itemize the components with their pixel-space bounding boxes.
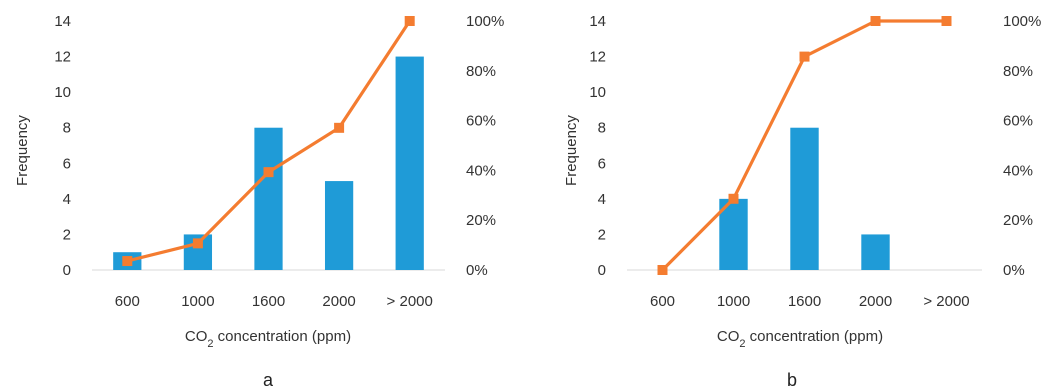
y2-tick-label: 60%	[466, 113, 496, 130]
y2-tick-label: 40%	[1003, 162, 1033, 179]
y2-tick-label: 20%	[466, 212, 496, 229]
x-tick-label: 2000	[322, 293, 355, 310]
y2-tick-label: 0%	[466, 262, 488, 279]
y-axis-title: Frequency	[14, 115, 31, 186]
cumulative-marker	[334, 122, 345, 133]
bar	[861, 234, 890, 270]
x-axis-title: CO2 concentration (ppm)	[717, 328, 883, 350]
y-tick-label: 2	[63, 226, 71, 243]
bar	[254, 127, 283, 270]
cumulative-marker	[870, 16, 881, 26]
y2-tick-label: 0%	[1003, 262, 1025, 279]
x-tick-label: 2000	[859, 293, 892, 310]
x-axis-title-suffix: concentration (ppm)	[746, 328, 884, 345]
x-axis-title-prefix: CO	[185, 328, 208, 345]
y2-tick-label: 100%	[466, 13, 504, 30]
cumulative-marker	[122, 256, 133, 267]
panel-label: a	[263, 370, 274, 390]
y-tick-label: 10	[54, 84, 71, 101]
y-tick-label: 4	[63, 191, 71, 208]
y-tick-label: 8	[63, 120, 71, 137]
y-tick-label: 12	[54, 49, 71, 66]
x-tick-label: 600	[115, 293, 140, 310]
x-tick-label: 1000	[717, 293, 750, 310]
y-tick-label: 8	[598, 120, 606, 137]
x-axis-title-suffix: concentration (ppm)	[214, 328, 352, 345]
bar	[395, 56, 424, 271]
panel-label: b	[787, 370, 797, 390]
y-tick-label: 10	[589, 84, 606, 101]
cumulative-marker	[657, 265, 668, 275]
y2-tick-label: 100%	[1003, 13, 1041, 30]
chart-panel-a: 0 2 4 6 8 10 12 14 0% 20% 40% 60% 80% 100% 600 1000 1600…	[14, 13, 504, 390]
x-tick-label: 600	[650, 293, 675, 310]
x-tick-label: > 2000	[387, 293, 433, 310]
x-axis-title: CO2 concentration (ppm)	[185, 328, 351, 350]
y-tick-label: 4	[598, 191, 606, 208]
x-axis-title-prefix: CO	[717, 328, 740, 345]
y-tick-label: 0	[63, 262, 71, 279]
x-tick-label: 1000	[181, 293, 214, 310]
y-tick-label: 2	[598, 226, 606, 243]
y-tick-label: 6	[63, 155, 71, 172]
y2-tick-label: 60%	[1003, 113, 1033, 130]
y-tick-label: 6	[598, 155, 606, 172]
x-axis-title-subscript: 2	[207, 338, 213, 350]
y-tick-label: 12	[589, 49, 606, 66]
chart-panel-b: 0 2 4 6 8 10 12 14 0% 20% 40% 60% 80% 100% 600 1000 1600…	[563, 13, 1041, 390]
bar	[324, 181, 354, 270]
y2-tick-label: 40%	[466, 162, 496, 179]
x-axis-title-subscript: 2	[739, 338, 745, 350]
cumulative-marker	[404, 16, 415, 26]
y2-tick-label: 80%	[466, 63, 496, 80]
cumulative-marker	[728, 193, 739, 204]
bar	[790, 127, 819, 270]
y2-tick-label: 80%	[1003, 63, 1033, 80]
cumulative-marker	[799, 51, 810, 62]
y2-tick-label: 20%	[1003, 212, 1033, 229]
y-tick-label: 0	[598, 262, 606, 279]
x-tick-label: > 2000	[923, 293, 969, 310]
y-tick-label: 14	[54, 13, 71, 30]
y-axis-title: Frequency	[563, 115, 580, 186]
cumulative-marker	[263, 167, 274, 178]
bar	[719, 198, 748, 270]
x-tick-label: 1600	[788, 293, 821, 310]
y-tick-label: 14	[589, 13, 606, 30]
x-tick-label: 1600	[252, 293, 285, 310]
cumulative-marker	[941, 16, 952, 26]
cumulative-marker	[192, 238, 203, 249]
